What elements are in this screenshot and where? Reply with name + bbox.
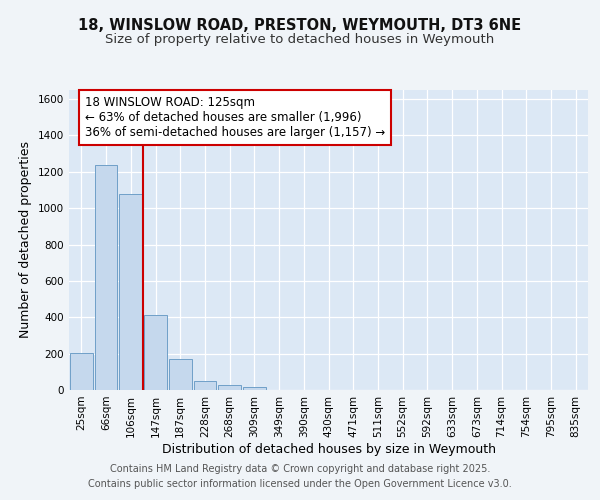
Bar: [218, 386, 241, 390]
X-axis label: Distribution of detached houses by size in Weymouth: Distribution of detached houses by size …: [161, 442, 496, 456]
Bar: [243, 388, 266, 390]
Text: Contains HM Land Registry data © Crown copyright and database right 2025.: Contains HM Land Registry data © Crown c…: [110, 464, 490, 474]
Bar: [70, 352, 93, 390]
Bar: [194, 381, 216, 390]
Y-axis label: Number of detached properties: Number of detached properties: [19, 142, 32, 338]
Text: Size of property relative to detached houses in Weymouth: Size of property relative to detached ho…: [106, 32, 494, 46]
Bar: [144, 314, 167, 390]
Text: Contains public sector information licensed under the Open Government Licence v3: Contains public sector information licen…: [88, 479, 512, 489]
Bar: [95, 166, 118, 390]
Bar: [169, 359, 191, 390]
Bar: [119, 194, 142, 390]
Text: 18, WINSLOW ROAD, PRESTON, WEYMOUTH, DT3 6NE: 18, WINSLOW ROAD, PRESTON, WEYMOUTH, DT3…: [79, 18, 521, 32]
Text: 18 WINSLOW ROAD: 125sqm
← 63% of detached houses are smaller (1,996)
36% of semi: 18 WINSLOW ROAD: 125sqm ← 63% of detache…: [85, 96, 385, 139]
